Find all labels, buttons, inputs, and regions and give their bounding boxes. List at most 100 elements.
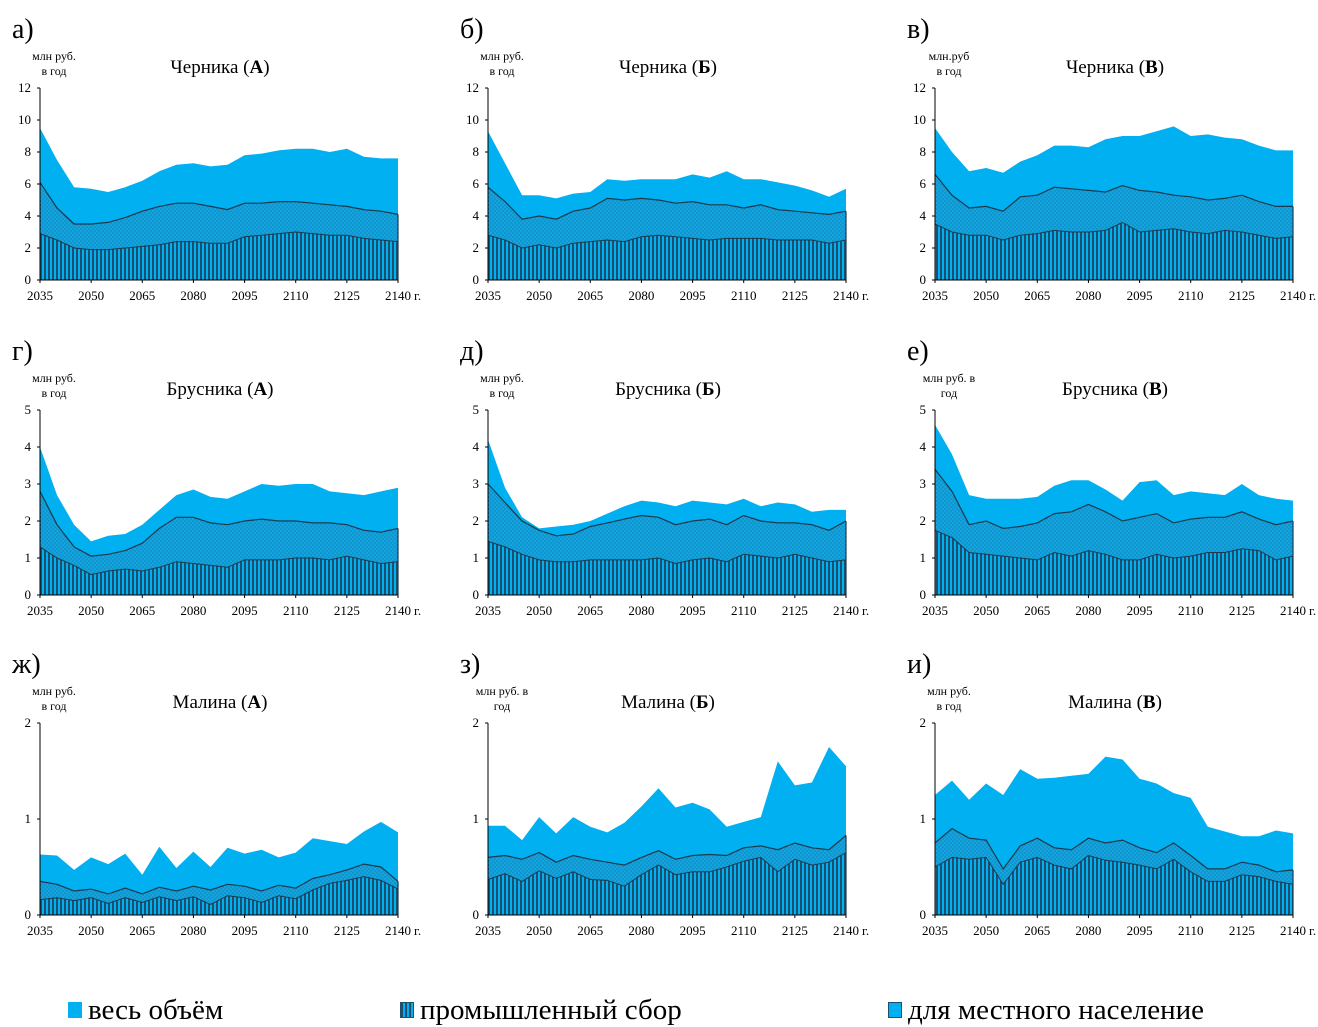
x-tick-label: 2050 — [78, 603, 104, 618]
x-tick-label: 2065 — [1024, 923, 1050, 938]
x-tick-label: 2080 — [180, 923, 206, 938]
line-local — [934, 468, 1294, 530]
area-industrial — [935, 855, 1293, 915]
x-unit-label: г. — [862, 923, 869, 938]
y-axis-label: млн руб. — [32, 684, 76, 698]
x-tick-label: 2110 — [1178, 923, 1204, 938]
chart-title: Черника (Б) — [619, 57, 717, 78]
x-tick-label: 2065 — [129, 923, 155, 938]
legend-label-total: весь объём — [88, 994, 224, 1026]
y-tick-label: 0 — [25, 272, 32, 287]
x-tick-label: 2035 — [922, 603, 948, 618]
y-tick-label: 10 — [466, 112, 479, 127]
x-tick-label: 2125 — [782, 288, 808, 303]
x-tick-label: 2140 — [833, 603, 859, 618]
y-tick-label: 12 — [466, 80, 479, 95]
legend-item-industrial: промышленный сбор — [400, 993, 682, 1027]
line-local — [487, 186, 847, 220]
y-axis-label: млн руб. — [32, 371, 76, 385]
y-tick-label: 4 — [473, 208, 480, 223]
x-tick-label: 2065 — [577, 288, 603, 303]
line-local — [487, 483, 847, 537]
x-tick-label: 2035 — [27, 288, 53, 303]
x-tick-label: 2095 — [232, 288, 258, 303]
chart-panel-9: и) Малина (В) млн руб.в год 0 1 2 2035 2050 2065… — [907, 649, 1316, 938]
x-tick-label: 2080 — [628, 288, 654, 303]
y-tick-label: 2 — [473, 513, 480, 528]
x-tick-label: 2065 — [129, 288, 155, 303]
x-tick-label: 2050 — [973, 923, 999, 938]
y-tick-label: 8 — [473, 144, 480, 159]
x-tick-label: 2110 — [731, 288, 757, 303]
y-axis-label: в год — [41, 64, 66, 78]
y-tick-label: 2 — [920, 240, 927, 255]
y-tick-label: 6 — [25, 176, 32, 191]
x-tick-label: 2110 — [283, 603, 309, 618]
y-tick-label: 0 — [920, 272, 927, 287]
area-industrial — [488, 235, 846, 280]
x-unit-label: г. — [862, 603, 869, 618]
chart-title: Малина (А) — [173, 692, 268, 713]
x-tick-label: 2035 — [922, 923, 948, 938]
legend-label-local: для местного население — [908, 994, 1204, 1026]
x-tick-label: 2095 — [232, 603, 258, 618]
line-industrial — [39, 876, 399, 905]
x-tick-label: 2080 — [180, 603, 206, 618]
line-industrial — [487, 234, 847, 249]
y-tick-label: 0 — [473, 907, 480, 922]
x-tick-label: 2140 — [1280, 288, 1306, 303]
y-axis-label: млн.руб — [929, 49, 970, 63]
y-tick-label: 4 — [920, 439, 927, 454]
y-tick-label: 12 — [913, 80, 926, 95]
line-industrial — [934, 221, 1294, 241]
x-tick-label: 2125 — [334, 923, 360, 938]
panel-letter: а) — [12, 14, 34, 45]
y-axis-label: в год — [41, 386, 66, 400]
line-industrial — [39, 546, 399, 576]
panel-letter: б) — [460, 14, 484, 45]
x-tick-label: 2035 — [27, 603, 53, 618]
y-tick-label: 4 — [473, 439, 480, 454]
y-axis-label: в год — [936, 64, 961, 78]
legend-label-industrial: промышленный сбор — [420, 994, 682, 1026]
area-industrial — [935, 530, 1293, 595]
x-tick-label: 2140 — [1280, 923, 1306, 938]
x-tick-label: 2095 — [1127, 603, 1153, 618]
x-tick-label: 2125 — [334, 288, 360, 303]
y-axis-label: в год — [936, 699, 961, 713]
x-tick-label: 2140 — [385, 603, 411, 618]
y-tick-label: 4 — [25, 439, 32, 454]
y-tick-label: 1 — [25, 550, 32, 565]
x-tick-label: 2035 — [475, 603, 501, 618]
x-tick-label: 2050 — [78, 288, 104, 303]
line-local — [934, 174, 1293, 212]
y-tick-label: 2 — [473, 240, 480, 255]
y-axis-label: год — [941, 386, 957, 400]
y-tick-label: 5 — [920, 402, 927, 417]
chart-title: Черника (В) — [1066, 57, 1164, 78]
line-local — [934, 827, 1294, 873]
y-tick-label: 10 — [913, 112, 926, 127]
y-axis-label: год — [494, 699, 510, 713]
y-tick-label: 8 — [25, 144, 32, 159]
legend-swatch-local — [888, 1002, 902, 1018]
chart-title: Черника (А) — [170, 57, 269, 78]
y-axis-label: млн руб. — [927, 684, 971, 698]
legend-swatch-industrial — [400, 1002, 414, 1018]
x-tick-label: 2065 — [577, 603, 603, 618]
x-tick-label: 2095 — [680, 923, 706, 938]
x-unit-label: г. — [862, 288, 869, 303]
x-tick-label: 2125 — [1229, 288, 1255, 303]
line-industrial — [487, 852, 847, 887]
legend-swatch-total — [68, 1002, 82, 1018]
legend-item-total: весь объём — [68, 993, 223, 1027]
area-industrial — [40, 232, 398, 280]
panel-letter: г) — [12, 336, 33, 367]
y-tick-label: 1 — [920, 550, 927, 565]
y-tick-label: 5 — [25, 402, 32, 417]
x-tick-label: 2080 — [628, 603, 654, 618]
y-axis-label: млн руб. — [32, 49, 76, 63]
